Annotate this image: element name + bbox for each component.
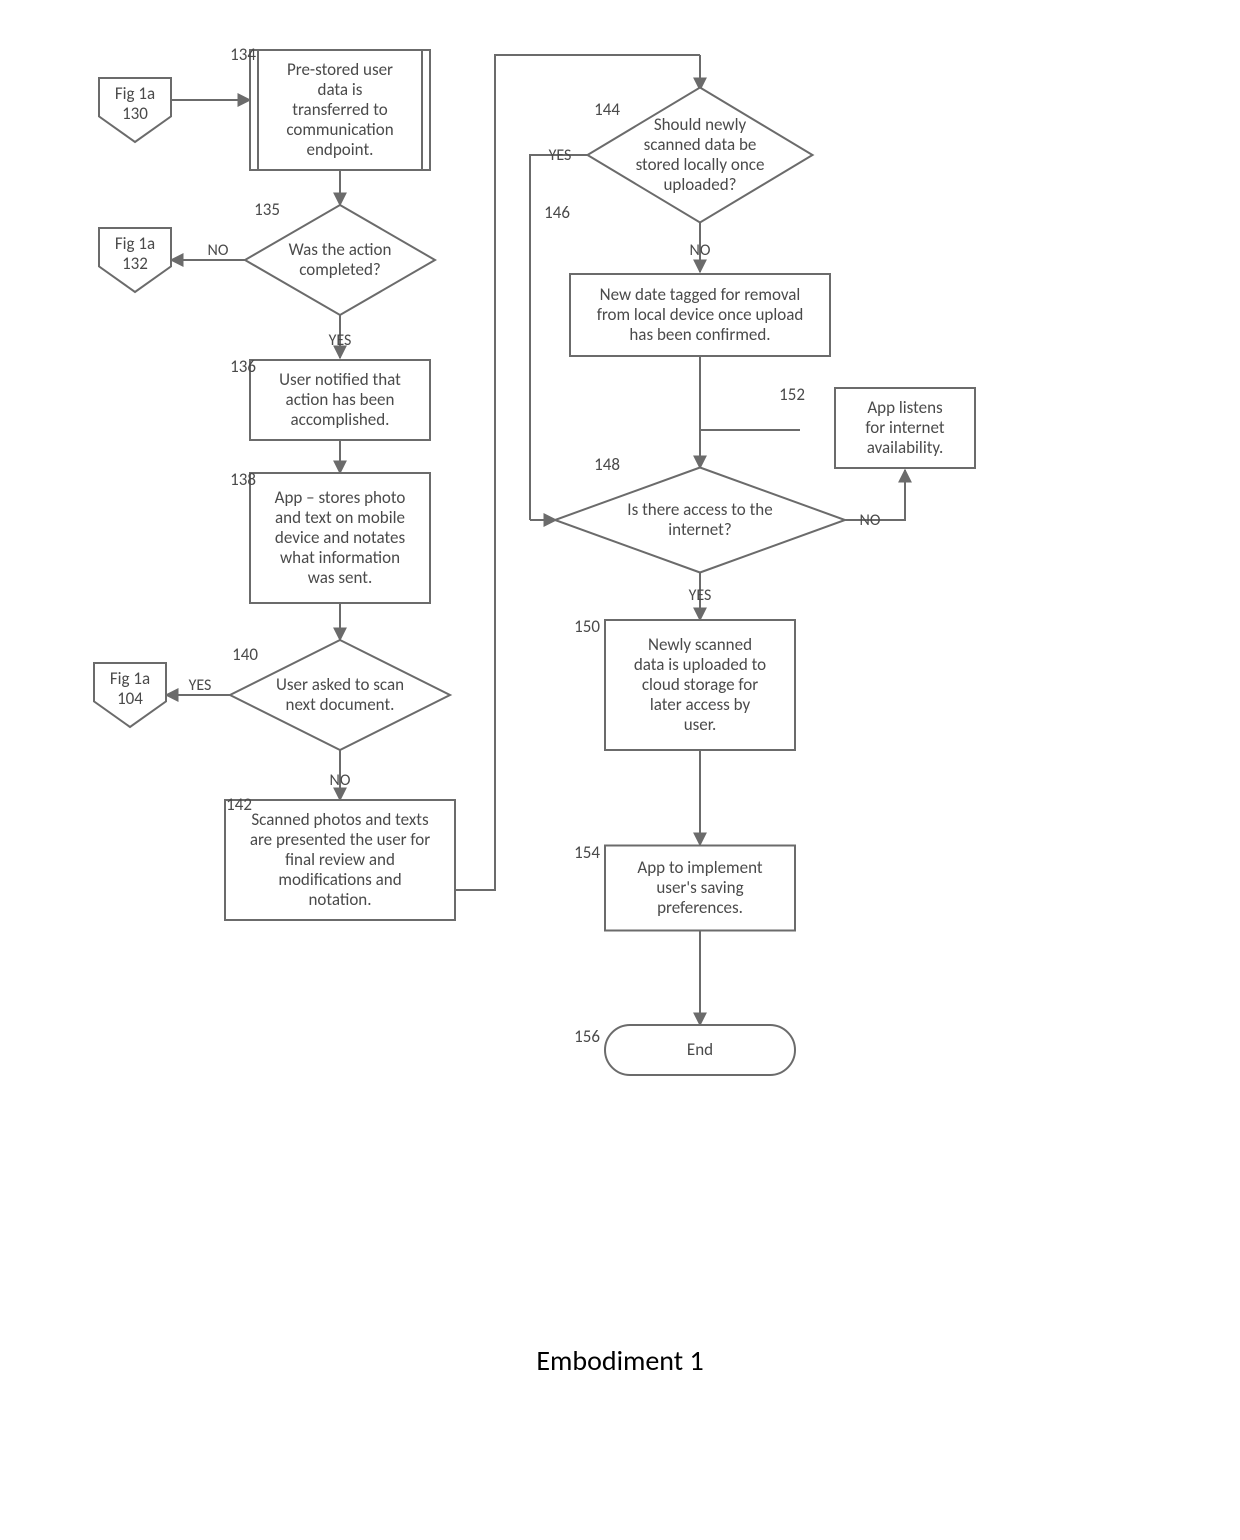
node-148: Is there access to theinternet? bbox=[555, 468, 845, 573]
flowchart-svg: Pre-stored userdata istransferred tocomm… bbox=[0, 0, 1240, 1540]
label-140-no: NO bbox=[330, 771, 351, 790]
node-136: User notified thataction has beenaccompl… bbox=[250, 360, 430, 440]
num-144: 144 bbox=[594, 99, 620, 120]
node-150: Newly scanneddata is uploaded tocloud st… bbox=[605, 620, 795, 750]
node-134-text: endpoint. bbox=[307, 139, 374, 160]
connector-132-text: Fig 1a bbox=[115, 233, 155, 254]
node-135-text: completed? bbox=[299, 259, 381, 280]
node-148-text: internet? bbox=[668, 519, 731, 540]
node-152-text: availability. bbox=[867, 437, 944, 458]
node-138-text: App – stores photo bbox=[275, 487, 406, 508]
num-136: 136 bbox=[230, 356, 256, 377]
node-154: App to implementuser's savingpreferences… bbox=[605, 846, 795, 931]
num-135: 135 bbox=[254, 199, 280, 220]
node-146-text: has been confirmed. bbox=[629, 324, 770, 345]
connector-132: Fig 1a132 bbox=[99, 228, 171, 292]
num-154: 154 bbox=[574, 842, 600, 863]
label-144-no: NO bbox=[690, 241, 711, 260]
num-138: 138 bbox=[230, 469, 256, 490]
node-152-text: App listens bbox=[867, 397, 943, 418]
node-150-text: cloud storage for bbox=[642, 674, 758, 695]
node-134-text: data is bbox=[318, 79, 363, 100]
node-142-text: modifications and bbox=[278, 869, 401, 890]
node-144: Should newlyscanned data bestored locall… bbox=[588, 88, 813, 223]
node-138-text: what information bbox=[280, 547, 400, 568]
num-146: 146 bbox=[544, 202, 570, 223]
node-152-text: for internet bbox=[865, 417, 944, 438]
node-134: Pre-stored userdata istransferred tocomm… bbox=[250, 50, 430, 170]
node-154-text: preferences. bbox=[657, 897, 743, 918]
caption: Embodiment 1 bbox=[536, 1343, 703, 1378]
connector-130-text: Fig 1a bbox=[115, 83, 155, 104]
num-152: 152 bbox=[779, 384, 805, 405]
node-146: New date tagged for removalfrom local de… bbox=[570, 274, 830, 356]
node-144-text: scanned data be bbox=[644, 134, 757, 155]
node-136-text: action has been bbox=[286, 389, 395, 410]
node-144-text: stored locally once bbox=[636, 154, 765, 175]
node-142-text: final review and bbox=[285, 849, 395, 870]
node-138: App – stores photoand text on mobiledevi… bbox=[250, 473, 430, 603]
label-135-no: NO bbox=[208, 241, 229, 260]
node-140: User asked to scannext document. bbox=[230, 640, 450, 750]
node-150-text: Newly scanned bbox=[648, 634, 752, 655]
label-140-yes: YES bbox=[189, 676, 212, 695]
node-142-text: Scanned photos and texts bbox=[251, 809, 429, 830]
node-136-text: User notified that bbox=[279, 369, 401, 390]
node-150-text: later access by bbox=[650, 694, 751, 715]
connector-104: Fig 1a104 bbox=[94, 663, 166, 727]
node-136-text: accomplished. bbox=[291, 409, 390, 430]
label-148-yes: YES bbox=[689, 586, 712, 605]
node-135: Was the actioncompleted? bbox=[245, 205, 435, 315]
label-144-yes: YES bbox=[549, 146, 572, 165]
num-150: 150 bbox=[574, 616, 600, 637]
label-148-no: NO bbox=[860, 511, 881, 530]
node-150-text: user. bbox=[684, 714, 717, 735]
connector-104-text: 104 bbox=[117, 688, 143, 709]
node-154-text: user's saving bbox=[656, 877, 743, 898]
node-156: End bbox=[605, 1025, 795, 1075]
node-142-text: notation. bbox=[308, 889, 371, 910]
num-134: 134 bbox=[230, 44, 256, 65]
node-146-text: from local device once upload bbox=[597, 304, 804, 325]
node-134-text: transferred to bbox=[292, 99, 387, 120]
node-148-text: Is there access to the bbox=[627, 499, 772, 520]
num-148: 148 bbox=[594, 454, 620, 475]
node-138-text: and text on mobile bbox=[275, 507, 405, 528]
node-152: App listensfor internetavailability. bbox=[835, 388, 975, 468]
connector-130: Fig 1a130 bbox=[99, 78, 171, 142]
node-135-text: Was the action bbox=[289, 239, 392, 260]
connector-130-text: 130 bbox=[122, 103, 148, 124]
num-142: 142 bbox=[226, 794, 252, 815]
node-142-text: are presented the user for bbox=[250, 829, 430, 850]
node-138-text: was sent. bbox=[308, 567, 372, 588]
node-138-text: device and notates bbox=[275, 527, 406, 548]
connector-104-text: Fig 1a bbox=[110, 668, 150, 689]
node-134-text: communication bbox=[286, 119, 393, 140]
node-154-text: App to implement bbox=[637, 857, 762, 878]
connector-132-text: 132 bbox=[122, 253, 148, 274]
node-140-text: next document. bbox=[286, 694, 395, 715]
node-134-text: Pre-stored user bbox=[287, 59, 393, 80]
node-144-text: uploaded? bbox=[663, 174, 736, 195]
node-140-text: User asked to scan bbox=[276, 674, 404, 695]
node-146-text: New date tagged for removal bbox=[600, 284, 801, 305]
node-150-text: data is uploaded to bbox=[634, 654, 766, 675]
num-156: 156 bbox=[574, 1026, 600, 1047]
node-156-text: End bbox=[687, 1039, 713, 1060]
num-140: 140 bbox=[232, 644, 258, 665]
label-135-yes: YES bbox=[329, 331, 352, 350]
node-142: Scanned photos and textsare presented th… bbox=[225, 800, 455, 920]
node-144-text: Should newly bbox=[654, 114, 747, 135]
